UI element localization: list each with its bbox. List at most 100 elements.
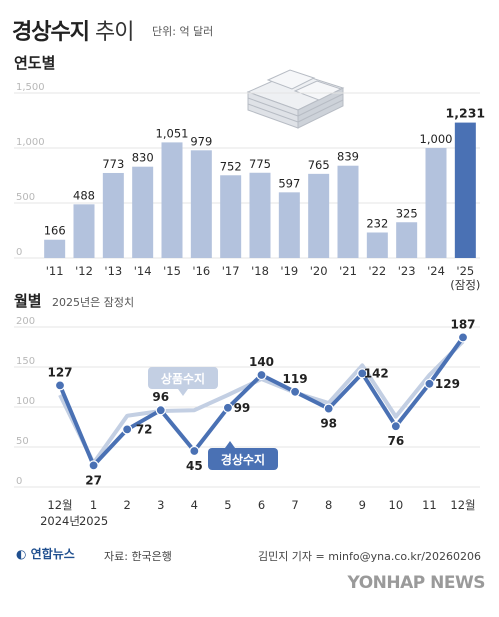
bar <box>308 173 330 258</box>
bar <box>161 142 183 258</box>
bar-category-label: '17 <box>222 264 240 278</box>
logo-text: 연합뉴스 <box>30 547 75 561</box>
line-category-label: 1 <box>90 498 97 512</box>
monthly-note: 2025년은 잠정치 <box>52 296 135 309</box>
yonhap-watermark: YONHAP NEWS <box>347 573 486 593</box>
bar <box>425 148 447 258</box>
bar-value-label: 775 <box>249 157 271 171</box>
bar-category-note: (잠정) <box>450 278 480 292</box>
bar-category-label: '14 <box>134 264 152 278</box>
chart-title: 경상수지 추이 <box>12 14 134 46</box>
line-ytick-label: 50 <box>16 436 29 447</box>
data-point-label: 72 <box>136 422 153 436</box>
bar <box>278 192 300 258</box>
data-point <box>189 445 200 457</box>
bar-category-label: '21 <box>339 264 357 278</box>
bar-category-label: '19 <box>280 264 298 278</box>
bar-ytick-label: 1,000 <box>16 137 45 148</box>
data-point <box>390 421 401 432</box>
bar-category-label: '15 <box>163 264 181 278</box>
data-point <box>357 368 368 379</box>
line-category-label: 12월 <box>47 498 72 512</box>
unit-label: 단위: 억 달러 <box>152 25 214 38</box>
legend-goods-callout: 상품수지 <box>148 367 218 396</box>
line-ytick-label: 200 <box>16 316 35 327</box>
data-point-label: 127 <box>47 365 72 379</box>
bar-category-label: '22 <box>368 264 386 278</box>
bar-value-label: 773 <box>102 157 124 171</box>
data-point-label: 99 <box>234 401 251 415</box>
bar <box>44 239 66 258</box>
bar <box>102 172 124 258</box>
data-point <box>222 402 234 413</box>
data-point-label: 98 <box>320 417 337 431</box>
data-point <box>323 403 334 414</box>
yonhap-logo: ◐ 연합뉴스 <box>16 547 75 561</box>
line-category-label: 7 <box>291 498 298 512</box>
data-point-label: 119 <box>283 372 308 386</box>
bar-value-label: 488 <box>73 188 95 202</box>
bar-category-label: '18 <box>251 264 269 278</box>
source-note: 자료: 한국은행 <box>104 550 172 563</box>
data-point-label: 96 <box>152 390 169 404</box>
line-category-label: 9 <box>359 498 366 512</box>
bar <box>337 165 359 258</box>
line-category-label: 8 <box>325 498 332 512</box>
data-point <box>54 380 66 391</box>
data-point <box>88 460 99 471</box>
line-category-label: 10 <box>389 498 404 512</box>
bar <box>366 232 388 258</box>
monthly-section-label: 월별 <box>14 292 42 310</box>
bar-value-label: 979 <box>190 134 212 148</box>
cash-stack-icon <box>246 69 345 129</box>
line-category-label: 4 <box>191 498 198 512</box>
bar-category-label: '12 <box>75 264 93 278</box>
line-ytick-label: 150 <box>16 356 35 367</box>
bar-ytick-label: 0 <box>16 247 22 258</box>
line-category-sublabel: 2025 <box>79 514 108 528</box>
bar-category-label: '13 <box>104 264 122 278</box>
bar-value-label: 752 <box>220 159 242 173</box>
data-point-label: 140 <box>249 355 274 369</box>
bar-category-label: '24 <box>427 264 445 278</box>
bar-category-label: '20 <box>310 264 328 278</box>
data-point <box>122 424 133 435</box>
data-point <box>289 386 301 397</box>
data-point-label: 45 <box>186 459 203 473</box>
line-ytick-label: 0 <box>16 476 22 487</box>
data-point-label: 27 <box>85 473 102 487</box>
bar-ytick-label: 1,500 <box>16 82 45 93</box>
title-bold: 경상수지 <box>12 20 90 45</box>
line-category-label: 3 <box>157 498 164 512</box>
data-point <box>424 378 435 389</box>
data-point <box>155 405 166 416</box>
data-point <box>457 332 469 343</box>
bar-value-label: 232 <box>366 216 388 230</box>
bar <box>396 222 418 258</box>
data-point-label: 129 <box>435 377 460 391</box>
data-point <box>256 369 267 381</box>
line-category-label: 5 <box>224 498 231 512</box>
bar <box>132 166 154 258</box>
bar-value-label: 839 <box>337 150 359 164</box>
bar-value-label: 325 <box>396 206 418 220</box>
bar <box>454 122 476 258</box>
bar <box>249 172 271 258</box>
data-point-label: 142 <box>364 366 389 380</box>
annual-section-label: 연도별 <box>14 54 56 72</box>
line-category-label: 11 <box>422 498 437 512</box>
bar-category-label: '16 <box>192 264 210 278</box>
legend-current-callout: 경상수지 <box>208 441 278 470</box>
bar-value-label: 166 <box>44 224 66 238</box>
bar-value-label: 1,231 <box>446 106 486 121</box>
bar-ytick-label: 500 <box>16 192 35 203</box>
line-ytick-label: 100 <box>16 396 35 407</box>
title-light: 추이 <box>94 20 134 45</box>
bar-category-label: '25 <box>456 264 474 278</box>
line-category-label: 12월 <box>450 498 475 512</box>
bar-value-label: 765 <box>308 158 330 172</box>
legend-goods-label: 상품수지 <box>161 371 205 386</box>
bar <box>190 150 212 258</box>
bar-category-label: '23 <box>398 264 416 278</box>
